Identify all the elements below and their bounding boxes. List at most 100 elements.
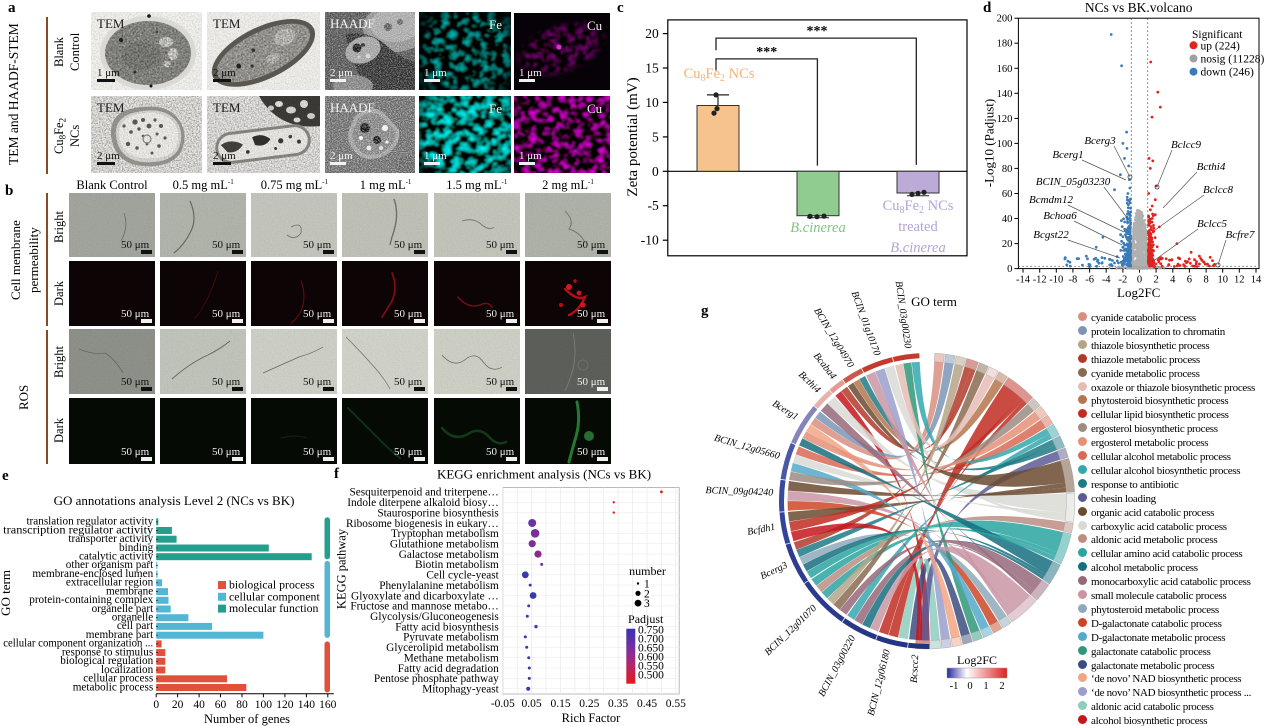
svg-text:-10: -10 (641, 233, 659, 248)
svg-text:0.35: 0.35 (608, 698, 628, 710)
svg-text:BCIN_12g01070: BCIN_12g01070 (763, 603, 819, 658)
svg-text:Pyruvate metabolism: Pyruvate metabolism (403, 632, 499, 644)
svg-text:1 μm: 1 μm (97, 67, 120, 79)
svg-text:0.650: 0.650 (638, 642, 664, 654)
svg-text:Zeta potential (mV): Zeta potential (mV) (625, 77, 641, 196)
svg-text:50 μm: 50 μm (486, 376, 515, 388)
svg-text:50 μm: 50 μm (486, 308, 515, 320)
svg-text:50 μm: 50 μm (486, 446, 515, 458)
svg-text:Bcerg1: Bcerg1 (770, 398, 800, 422)
svg-text:0.15: 0.15 (550, 698, 570, 710)
svg-text:Padjust: Padjust (628, 612, 664, 626)
svg-text:15: 15 (645, 61, 659, 76)
svg-text:Rich Factor: Rich Factor (562, 711, 622, 725)
svg-text:50 μm: 50 μm (394, 446, 423, 458)
svg-text:transporter activity: transporter activity (68, 533, 153, 545)
svg-text:80: 80 (1002, 164, 1013, 175)
svg-text:0: 0 (652, 164, 659, 179)
svg-text:Fe: Fe (489, 101, 502, 116)
svg-text:50 μm: 50 μm (303, 308, 332, 320)
svg-text:biological process: biological process (229, 578, 315, 592)
svg-text:50 μm: 50 μm (303, 376, 332, 388)
svg-text:160: 160 (997, 64, 1013, 75)
svg-text:12: 12 (1234, 275, 1245, 286)
svg-text:Bcerg1: Bcerg1 (1052, 149, 1083, 161)
svg-text:2 μm: 2 μm (330, 150, 353, 162)
svg-text:Bclcc9: Bclcc9 (1171, 139, 1201, 151)
svg-text:1 μm: 1 μm (424, 67, 447, 79)
svg-text:Cell cycle-yeast: Cell cycle-yeast (426, 570, 499, 582)
svg-text:Bclcc8: Bclcc8 (1203, 184, 1233, 196)
svg-text:Bcerg3: Bcerg3 (1084, 135, 1116, 147)
svg-text:Fatty acid degradation: Fatty acid degradation (398, 663, 499, 675)
svg-text:BCIN_12g06180: BCIN_12g06180 (866, 649, 893, 717)
svg-text:Fe: Fe (489, 17, 502, 32)
svg-text:Significant: Significant (1192, 29, 1243, 41)
svg-text:catalytic activity: catalytic activity (79, 551, 154, 563)
svg-text:60: 60 (215, 699, 227, 711)
svg-text:50 μm: 50 μm (577, 239, 606, 251)
svg-text:other organism part: other organism part (66, 559, 154, 571)
svg-text:BCIN_03g00220: BCIN_03g00220 (817, 634, 859, 699)
svg-text:50 μm: 50 μm (121, 376, 150, 388)
svg-text:Log2FC: Log2FC (1117, 285, 1160, 300)
svg-text:-1: -1 (950, 681, 959, 692)
svg-text:Biotin metabolism: Biotin metabolism (415, 559, 499, 571)
svg-text:TEM: TEM (97, 100, 125, 115)
svg-text:Log2FC: Log2FC (957, 653, 997, 667)
svg-text:Fructose and mannose metabo…: Fructose and mannose metabo… (350, 601, 498, 613)
svg-text:membrane-enclosed lumen: membrane-enclosed lumen (32, 568, 153, 580)
svg-text:40: 40 (1002, 214, 1013, 225)
svg-text:Bcscc2: Bcscc2 (909, 654, 921, 683)
svg-text:0: 0 (967, 681, 972, 692)
svg-text:TEM: TEM (213, 100, 241, 115)
svg-text:50 μm: 50 μm (394, 239, 423, 251)
svg-text:3: 3 (644, 598, 650, 610)
svg-text:0: 0 (1137, 275, 1142, 286)
svg-text:50 μm: 50 μm (394, 308, 423, 320)
svg-text:6: 6 (1187, 275, 1192, 286)
svg-text:1: 1 (644, 579, 650, 591)
svg-text:cell part: cell part (117, 620, 154, 632)
svg-text:2: 2 (999, 681, 1004, 692)
svg-text:cellular component organizatio: cellular component organization ... (3, 638, 153, 650)
svg-text:60: 60 (1002, 189, 1013, 200)
svg-text:50 μm: 50 μm (303, 446, 332, 458)
svg-text:BCIN_03g00230: BCIN_03g00230 (893, 280, 913, 349)
svg-text:Indole diterpene alkaloid bios: Indole diterpene alkaloid biosy… (347, 497, 499, 509)
svg-text:140: 140 (997, 89, 1013, 100)
svg-text:treated: treated (898, 219, 938, 235)
svg-text:Staurosporine biosynthesis: Staurosporine biosynthesis (377, 507, 498, 519)
svg-text:-14: -14 (1016, 275, 1031, 286)
svg-text:50 μm: 50 μm (212, 446, 241, 458)
svg-text:up (224): up (224) (1201, 40, 1240, 52)
svg-text:1 μm: 1 μm (519, 150, 542, 162)
svg-text:-8: -8 (1069, 275, 1078, 286)
svg-text:10: 10 (645, 95, 659, 110)
svg-text:-10: -10 (1049, 275, 1063, 286)
svg-text:-Log10 (Padjust): -Log10 (Padjust) (985, 99, 996, 187)
svg-text:2: 2 (644, 588, 650, 600)
svg-text:Bcfre7: Bcfre7 (1226, 229, 1255, 241)
svg-text:1 μm: 1 μm (519, 67, 542, 79)
svg-text:metabolic process: metabolic process (73, 681, 153, 693)
svg-text:Methane metabolism: Methane metabolism (404, 653, 499, 665)
svg-text:0: 0 (153, 699, 159, 711)
svg-text:TEM: TEM (97, 16, 125, 31)
svg-text:cellular component: cellular component (229, 589, 320, 603)
svg-text:Cu: Cu (587, 101, 603, 116)
svg-text:Bchoa6: Bchoa6 (1043, 210, 1077, 222)
svg-text:-4: -4 (1102, 275, 1111, 286)
svg-text:50 μm: 50 μm (577, 446, 606, 458)
svg-text:-2: -2 (1119, 275, 1128, 286)
svg-text:-5: -5 (648, 198, 659, 213)
svg-text:Bcerg3: Bcerg3 (759, 560, 789, 582)
svg-text:50 μm: 50 μm (212, 239, 241, 251)
svg-text:HAADF: HAADF (330, 16, 375, 31)
svg-text:organelle: organelle (112, 612, 153, 624)
svg-text:BCIN_01g10170: BCIN_01g10170 (849, 290, 883, 357)
svg-text:1 μm: 1 μm (424, 150, 447, 162)
svg-text:extracellular region: extracellular region (66, 577, 154, 589)
svg-text:nosig (11228): nosig (11228) (1201, 54, 1265, 66)
svg-text:180: 180 (997, 39, 1013, 50)
